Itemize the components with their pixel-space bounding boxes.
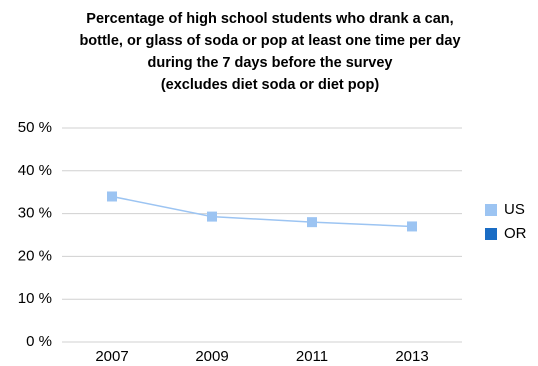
x-tick-label: 2013 (395, 348, 428, 365)
y-tick-label: 20 % (18, 247, 52, 264)
x-tick-label: 2009 (195, 348, 228, 365)
chart-title: bottle, or glass of soda or pop at least… (79, 33, 460, 49)
y-tick-label: 10 % (18, 290, 52, 307)
y-tick-label: 0 % (26, 333, 52, 350)
series-line (111, 195, 413, 228)
y-tick-label: 50 % (18, 119, 52, 136)
y-tick-label: 40 % (18, 162, 52, 179)
y-tick-label: 30 % (18, 205, 52, 222)
chart-title: during the 7 days before the survey (148, 55, 393, 71)
marker (207, 211, 217, 222)
x-tick-label: 2007 (95, 348, 128, 365)
legend-label: OR (504, 225, 527, 242)
marker (307, 217, 317, 228)
chart-title: (excludes diet soda or diet pop) (161, 77, 380, 93)
legend-swatch (485, 228, 497, 240)
marker (107, 191, 117, 202)
chart-title: Percentage of high school students who d… (86, 11, 453, 27)
legend-swatch (485, 204, 497, 216)
marker (407, 221, 417, 232)
legend-label: US (504, 201, 525, 218)
x-tick-label: 2011 (296, 348, 328, 365)
